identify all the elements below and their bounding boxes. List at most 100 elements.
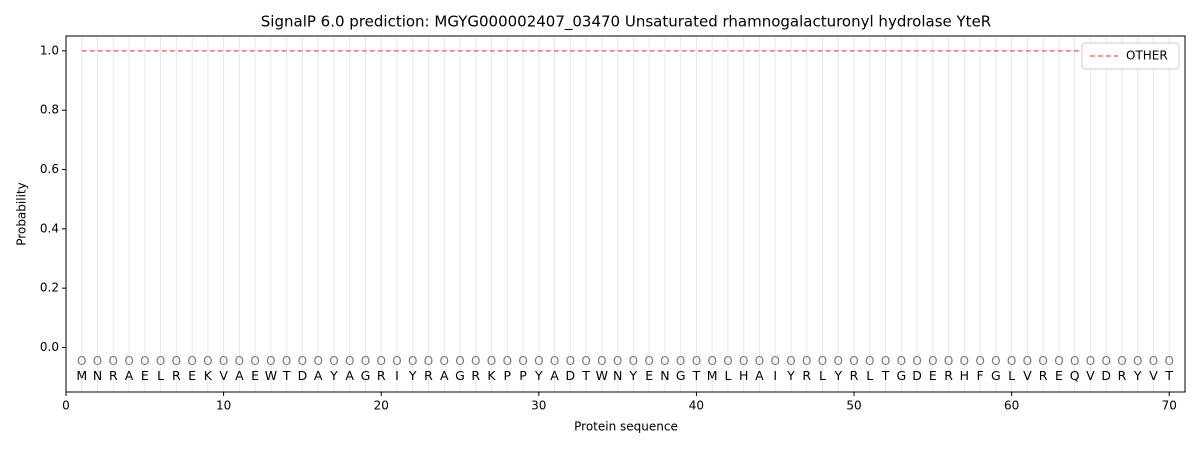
x-axis-label: Protein sequence bbox=[574, 420, 678, 434]
residue-state: O bbox=[991, 354, 1000, 368]
residue: T bbox=[282, 368, 291, 383]
residue-state: O bbox=[566, 354, 575, 368]
residue-state: O bbox=[944, 354, 953, 368]
residue-state: O bbox=[834, 354, 843, 368]
residue-state: O bbox=[849, 354, 858, 368]
residue-state: O bbox=[219, 354, 228, 368]
x-tick-label: 10 bbox=[216, 399, 231, 413]
residue: F bbox=[977, 368, 984, 383]
residue: Y bbox=[833, 368, 842, 383]
x-tick-label: 30 bbox=[531, 399, 546, 413]
residue: W bbox=[596, 368, 608, 383]
residue-state: O bbox=[1165, 354, 1174, 368]
residue: R bbox=[1039, 368, 1048, 383]
residue-state: O bbox=[156, 354, 165, 368]
residue-state: O bbox=[660, 354, 669, 368]
residue-state: O bbox=[376, 354, 385, 368]
legend-box bbox=[1081, 42, 1180, 70]
residue-state: O bbox=[235, 354, 244, 368]
residue-state: O bbox=[282, 354, 291, 368]
residue-state: O bbox=[534, 354, 543, 368]
residue: T bbox=[1164, 368, 1173, 383]
residue-state: O bbox=[1133, 354, 1142, 368]
residue: N bbox=[660, 368, 669, 383]
residue-state: O bbox=[361, 354, 370, 368]
residue: K bbox=[487, 368, 496, 383]
residue: P bbox=[504, 368, 512, 383]
residue-state: O bbox=[487, 354, 496, 368]
residue: Y bbox=[408, 368, 417, 383]
residue-state: O bbox=[629, 354, 638, 368]
residue-state: O bbox=[755, 354, 764, 368]
residue: I bbox=[395, 368, 399, 383]
residue-state: O bbox=[345, 354, 354, 368]
residue: H bbox=[739, 368, 748, 383]
residue: A bbox=[755, 368, 764, 383]
residue-state: O bbox=[1054, 354, 1063, 368]
residue: A bbox=[314, 368, 323, 383]
residue-state: O bbox=[503, 354, 512, 368]
residue: T bbox=[692, 368, 701, 383]
residue-state: O bbox=[250, 354, 259, 368]
residue: E bbox=[251, 368, 259, 383]
y-tick-label: 0.8 bbox=[40, 103, 59, 117]
residue: E bbox=[141, 368, 149, 383]
residue-state: O bbox=[140, 354, 149, 368]
residue: D bbox=[298, 368, 308, 383]
residue: K bbox=[204, 368, 213, 383]
residue: I bbox=[773, 368, 777, 383]
residue: M bbox=[76, 368, 87, 383]
legend-label: OTHER bbox=[1126, 49, 1168, 63]
residue-state: O bbox=[1007, 354, 1016, 368]
residue: M bbox=[707, 368, 718, 383]
residue-state: O bbox=[93, 354, 102, 368]
residue: N bbox=[613, 368, 622, 383]
residue-state: O bbox=[440, 354, 449, 368]
residue: G bbox=[676, 368, 686, 383]
residue-state: O bbox=[187, 354, 196, 368]
residue-state: O bbox=[975, 354, 984, 368]
residue: W bbox=[265, 368, 277, 383]
residue: A bbox=[550, 368, 559, 383]
residue: L bbox=[1008, 368, 1015, 383]
residue: Y bbox=[629, 368, 638, 383]
residue: V bbox=[1023, 368, 1032, 383]
x-tick-label: 50 bbox=[846, 399, 861, 413]
residue: R bbox=[424, 368, 433, 383]
residue: R bbox=[802, 368, 811, 383]
residue-state: O bbox=[124, 354, 133, 368]
residue-state: O bbox=[692, 354, 701, 368]
residue: Y bbox=[534, 368, 543, 383]
residue-state: O bbox=[676, 354, 685, 368]
residue-state: O bbox=[172, 354, 181, 368]
residue-state: O bbox=[707, 354, 716, 368]
residue-state: O bbox=[739, 354, 748, 368]
residue-state: O bbox=[581, 354, 590, 368]
residue-state: O bbox=[597, 354, 606, 368]
residue: R bbox=[1118, 368, 1127, 383]
residue-state: O bbox=[1101, 354, 1110, 368]
residue-state: O bbox=[912, 354, 921, 368]
residue-state: O bbox=[550, 354, 559, 368]
y-tick-label: 1.0 bbox=[40, 43, 59, 57]
x-tick-label: 70 bbox=[1162, 399, 1177, 413]
residue: E bbox=[188, 368, 196, 383]
residue-state: O bbox=[109, 354, 118, 368]
residue-state: O bbox=[392, 354, 401, 368]
residue: G bbox=[361, 368, 371, 383]
x-tick-label: 40 bbox=[689, 399, 704, 413]
residue: Y bbox=[786, 368, 795, 383]
residue-state: O bbox=[471, 354, 480, 368]
x-tick-label: 20 bbox=[374, 399, 389, 413]
residue-state: O bbox=[818, 354, 827, 368]
residue: R bbox=[471, 368, 480, 383]
residue: L bbox=[819, 368, 826, 383]
residue: T bbox=[581, 368, 590, 383]
residue-state: O bbox=[865, 354, 874, 368]
residue-state: O bbox=[266, 354, 275, 368]
residue: E bbox=[929, 368, 937, 383]
residue: R bbox=[109, 368, 118, 383]
x-tick-label: 0 bbox=[62, 399, 70, 413]
y-tick-label: 0.0 bbox=[40, 340, 59, 354]
